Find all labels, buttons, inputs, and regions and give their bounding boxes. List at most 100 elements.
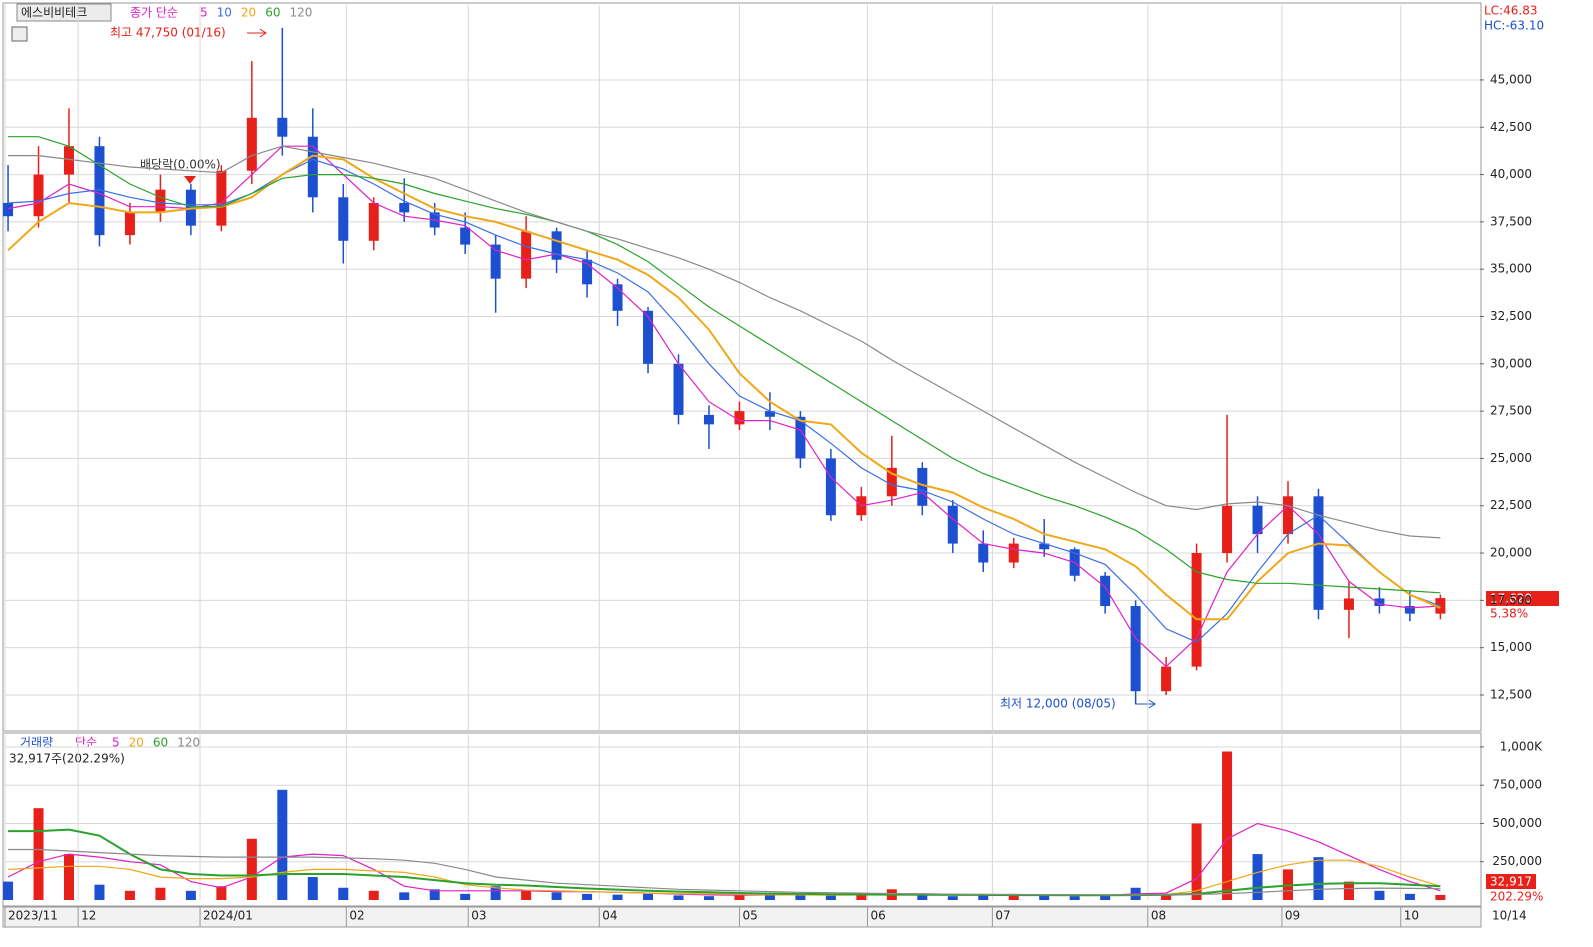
y-tick-label: 45,000: [1490, 72, 1532, 86]
candle-body: [246, 117, 257, 171]
candle-body: [764, 411, 775, 417]
volume-bar: [1008, 893, 1019, 900]
y-tick-label: 37,500: [1490, 214, 1532, 228]
candle-body: [1404, 606, 1415, 614]
y-tick-label: 25,000: [1490, 451, 1532, 465]
last-price: 17,620: [1490, 592, 1532, 606]
volume-bar: [429, 889, 440, 900]
candle-body: [1252, 505, 1263, 535]
volume-bar: [1100, 895, 1111, 900]
y-tick-label: 22,500: [1490, 498, 1532, 512]
volume-ma-label: 단순: [75, 736, 97, 750]
legend-entry: 120: [177, 736, 200, 750]
volume-bar: [856, 893, 867, 900]
ma-line: [8, 145, 1441, 539]
stock-name: 에스비비테크: [21, 6, 87, 20]
candle-body: [947, 505, 958, 544]
candle-body: [460, 227, 471, 245]
last-change: 5.38%: [1490, 607, 1528, 621]
volume-bar: [764, 893, 775, 900]
volume-bar: [94, 884, 105, 900]
candle-body: [338, 197, 349, 241]
volume-bar: [978, 895, 989, 900]
volume-bar: [1404, 893, 1415, 900]
candle-body: [978, 543, 989, 563]
volume-bar: [1313, 857, 1324, 900]
candle-body: [94, 146, 105, 236]
date-label: 10/14: [1492, 909, 1527, 923]
volume-bar: [673, 895, 684, 900]
volume-bar: [1161, 893, 1172, 900]
date-axis: [2, 906, 1482, 928]
volume-bar: [460, 893, 471, 900]
candle-body: [643, 310, 654, 364]
last-volume-box: [1486, 874, 1536, 889]
legend-entry: 20: [241, 6, 256, 20]
volume-bar: [947, 896, 958, 900]
candle-body: [399, 202, 410, 213]
candle-body: [216, 170, 227, 226]
candle-body: [490, 244, 501, 279]
legend-entry: 5: [200, 6, 208, 20]
candle-body: [673, 363, 684, 415]
candle-body: [917, 467, 928, 506]
y-tick-label: 35,000: [1490, 262, 1532, 276]
volume-bar: [1222, 751, 1233, 900]
legend-entry: 120: [289, 6, 312, 20]
y-tick-label: 17,500: [1490, 593, 1532, 607]
x-tick-label: 02: [349, 909, 364, 923]
candle-body: [1343, 598, 1354, 610]
volume-bar: [612, 894, 623, 900]
y-tick-label: 250,000: [1492, 854, 1542, 868]
stock-box[interactable]: [16, 3, 112, 22]
volume-bar: [1252, 854, 1263, 900]
volume-panel: [2, 732, 1482, 907]
volume-bar: [521, 890, 532, 900]
candle-body: [1039, 543, 1050, 550]
y-tick-label: 32,500: [1490, 309, 1532, 323]
volume-ratio: 202.29%: [1490, 890, 1543, 904]
candle-body: [1130, 606, 1141, 692]
legend-entry: 60: [153, 736, 168, 750]
x-tick-label: 2024/01: [203, 909, 253, 923]
price-panel: [2, 2, 1482, 732]
y-tick-label: 15,000: [1490, 640, 1532, 654]
legend-entry: 10: [217, 6, 232, 20]
table-icon[interactable]: [11, 26, 28, 42]
volume-bar: [825, 895, 836, 900]
x-tick-label: 12: [81, 909, 96, 923]
volume-bar: [3, 881, 14, 900]
candle-body: [825, 458, 836, 516]
candle-body: [63, 146, 74, 175]
candle-body: [1222, 505, 1233, 554]
volume-bar: [551, 892, 562, 900]
candle-body: [155, 189, 166, 213]
x-tick-label: 05: [742, 909, 757, 923]
last-price-box: [1486, 591, 1559, 606]
hc-indicator: HC:-63.10: [1484, 19, 1544, 33]
volume-ma-line: [8, 848, 1441, 896]
volume-bar: [307, 877, 318, 900]
candle-body: [521, 231, 532, 279]
volume-bar: [582, 893, 593, 900]
ma-label: 종가 단순: [130, 6, 178, 20]
candle-body: [1161, 666, 1172, 692]
candle-body: [3, 202, 14, 217]
candle-body: [1191, 553, 1202, 667]
y-tick-label: 40,000: [1490, 167, 1532, 181]
candle-body: [307, 136, 318, 198]
candle-body: [1283, 496, 1294, 535]
legend-entry: 5: [112, 736, 120, 750]
high-note: 최고 47,750 (01/16): [110, 26, 226, 40]
x-tick-label: 03: [471, 909, 486, 923]
volume-title: 거래량: [20, 736, 53, 750]
volume-bar: [63, 854, 74, 900]
candle-body: [1313, 496, 1324, 610]
volume-bar: [1191, 823, 1202, 900]
low-note: 최저 12,000 (08/05): [1000, 697, 1116, 711]
dividend-marker: [184, 176, 196, 184]
volume-ma-line: [7, 822, 1441, 897]
candle-body: [368, 202, 379, 241]
